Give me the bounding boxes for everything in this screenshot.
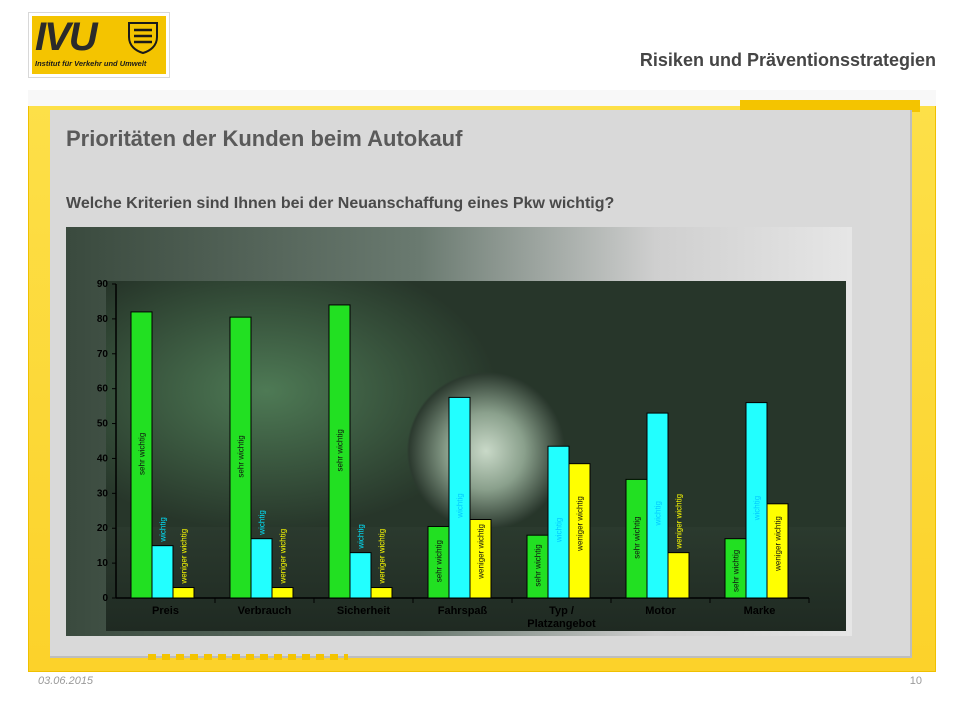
- ivu-logo: IVU Institut für Verkehr und Umwelt: [28, 12, 170, 78]
- logo-wordmark: IVU: [35, 15, 98, 59]
- y-tick-label: 70: [97, 349, 109, 360]
- y-tick-label: 10: [97, 558, 109, 569]
- bar: [766, 503, 789, 599]
- y-tick-label: 40: [97, 453, 109, 464]
- decorative-stripe: [148, 654, 348, 660]
- bar-data-label: wichtig: [159, 517, 168, 542]
- page-number: 10: [909, 675, 922, 687]
- bar: [130, 311, 153, 599]
- bar-data-label: sehr wichtig: [732, 550, 741, 592]
- logo-subtitle: Institut für Verkehr und Umwelt: [35, 59, 147, 68]
- bar: [250, 538, 273, 599]
- bar: [667, 552, 690, 599]
- y-tick-label: 0: [102, 593, 108, 604]
- bar-data-label: wichtig: [654, 501, 663, 526]
- bar-data-label: weniger wichtig: [477, 524, 486, 580]
- bar-data-label: wichtig: [258, 510, 267, 535]
- bar-data-label: weniger wichtig: [675, 494, 684, 550]
- y-tick-label: 90: [97, 279, 109, 290]
- bar: [745, 402, 768, 599]
- y-tick-label: 50: [97, 419, 109, 430]
- bar-data-label: sehr wichtig: [435, 540, 444, 582]
- bar: [229, 316, 252, 599]
- bar-data-label: wichtig: [753, 496, 762, 521]
- header-title: Risiken und Präventionsstrategien: [639, 50, 936, 70]
- bar-data-label: sehr wichtig: [336, 429, 345, 471]
- bar-chart: 0 10 20 30 40 50 60 70 80 90 sehr wichtig wichtig we…: [97, 279, 810, 630]
- bar-data-label: sehr wichtig: [237, 435, 246, 477]
- bar-data-label: wichtig: [456, 493, 465, 518]
- x-tick-label: Marke: [744, 605, 776, 617]
- bar: [568, 463, 591, 599]
- x-tick-label: Sicherheit: [337, 605, 391, 617]
- bar-data-label: weniger wichtig: [279, 529, 288, 585]
- bar: [349, 552, 372, 599]
- y-tick-label: 30: [97, 488, 109, 499]
- y-tick-label: 60: [97, 384, 109, 395]
- bar: [271, 587, 294, 599]
- bar: [370, 587, 393, 599]
- bar-data-label: weniger wichtig: [774, 516, 783, 572]
- x-tick-label: Platzangebot: [527, 618, 596, 630]
- frame-top-strip: [28, 90, 936, 106]
- slide-title: Prioritäten der Kunden beim Autokauf: [66, 126, 463, 151]
- bar-data-label: weniger wichtig: [378, 529, 387, 585]
- bar-data-label: weniger wichtig: [180, 529, 189, 585]
- frame-corner-accent: [740, 100, 920, 112]
- footer-date: 03.06.2015: [38, 675, 94, 687]
- bar: [151, 545, 174, 599]
- coat-of-arms-icon: [128, 22, 158, 55]
- bar: [469, 519, 492, 599]
- x-tick-label: Typ /: [549, 605, 574, 617]
- bar: [646, 412, 669, 599]
- bar-data-label: wichtig: [555, 518, 564, 543]
- bar-data-label: sehr wichtig: [138, 433, 147, 475]
- x-tick-label: Fahrspaß: [438, 605, 488, 617]
- y-tick-label: 20: [97, 523, 109, 534]
- bar-data-label: sehr wichtig: [534, 544, 543, 586]
- chart-image: 0 10 20 30 40 50 60 70 80 90 sehr wichtig wichtig we…: [66, 227, 852, 636]
- bar-data-label: wichtig: [357, 524, 366, 549]
- bar: [172, 587, 195, 599]
- bar: [448, 396, 471, 599]
- x-tick-label: Preis: [152, 605, 179, 617]
- x-tick-label: Verbrauch: [238, 605, 292, 617]
- x-tick-label: Motor: [645, 605, 676, 617]
- bar-data-label: sehr wichtig: [633, 516, 642, 558]
- y-tick-label: 80: [97, 314, 109, 325]
- bar: [328, 304, 351, 599]
- slide-subtitle: Welche Kriterien sind Ihnen bei der Neua…: [66, 195, 615, 212]
- bar-data-label: weniger wichtig: [576, 496, 585, 552]
